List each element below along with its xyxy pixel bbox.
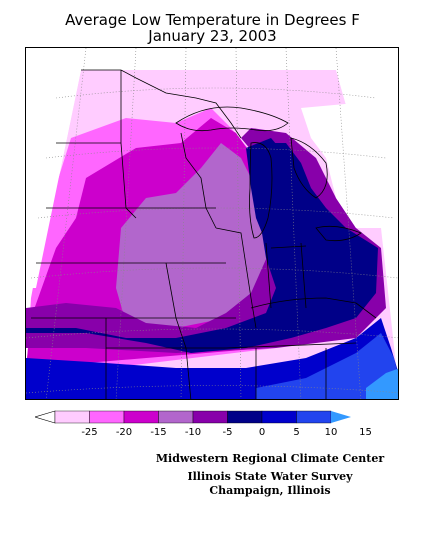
outside-projection-left bbox=[26, 48, 81, 288]
credit-line-1: Midwestern Regional Climate Center bbox=[155, 452, 385, 465]
boundaries bbox=[31, 69, 377, 399]
legend-tick-label: -15 bbox=[150, 427, 166, 438]
legend-swatch bbox=[158, 410, 194, 424]
canada-region bbox=[301, 103, 386, 228]
graticule bbox=[26, 48, 398, 399]
map-date: January 23, 2003 bbox=[148, 27, 277, 45]
legend-swatch bbox=[123, 410, 159, 424]
zone-15 bbox=[366, 368, 398, 399]
legend-tick-label: -20 bbox=[116, 427, 132, 438]
outside-projection-top bbox=[26, 48, 398, 70]
temperature-map bbox=[25, 47, 399, 400]
temperature-map-svg bbox=[26, 48, 398, 399]
zone-10 bbox=[256, 333, 398, 399]
legend-tick-label: -25 bbox=[81, 427, 97, 438]
credit-line-2: Illinois State Water Survey bbox=[187, 470, 353, 483]
legend-arrow-right bbox=[331, 411, 351, 423]
legend-tick-label: 15 bbox=[359, 427, 372, 438]
credit-line-3: Champaign, Illinois bbox=[209, 484, 331, 497]
legend-swatch bbox=[227, 410, 263, 424]
legend-swatch bbox=[296, 410, 332, 424]
map-title: Average Low Temperature in Degrees F bbox=[65, 11, 360, 29]
legend-swatch bbox=[192, 410, 228, 424]
legend-bar bbox=[35, 410, 351, 424]
legend-tick-label: -10 bbox=[185, 427, 201, 438]
zone-0-lake bbox=[246, 138, 288, 243]
legend-swatch bbox=[54, 410, 90, 424]
legend-swatch bbox=[89, 410, 125, 424]
legend-swatch bbox=[261, 410, 297, 424]
color-legend: -25 -20 -15 -10 -5 0 5 10 15 bbox=[35, 410, 372, 438]
legend-tick-label: 5 bbox=[293, 427, 299, 438]
zone-minus10 bbox=[116, 143, 271, 328]
legend-tick-label: 10 bbox=[325, 427, 338, 438]
legend-tick-label: -5 bbox=[223, 427, 233, 438]
legend-arrow-left bbox=[35, 410, 56, 424]
legend-ticks: -25 -20 -15 -10 -5 0 5 10 15 bbox=[81, 427, 372, 438]
legend-tick-label: 0 bbox=[259, 427, 265, 438]
